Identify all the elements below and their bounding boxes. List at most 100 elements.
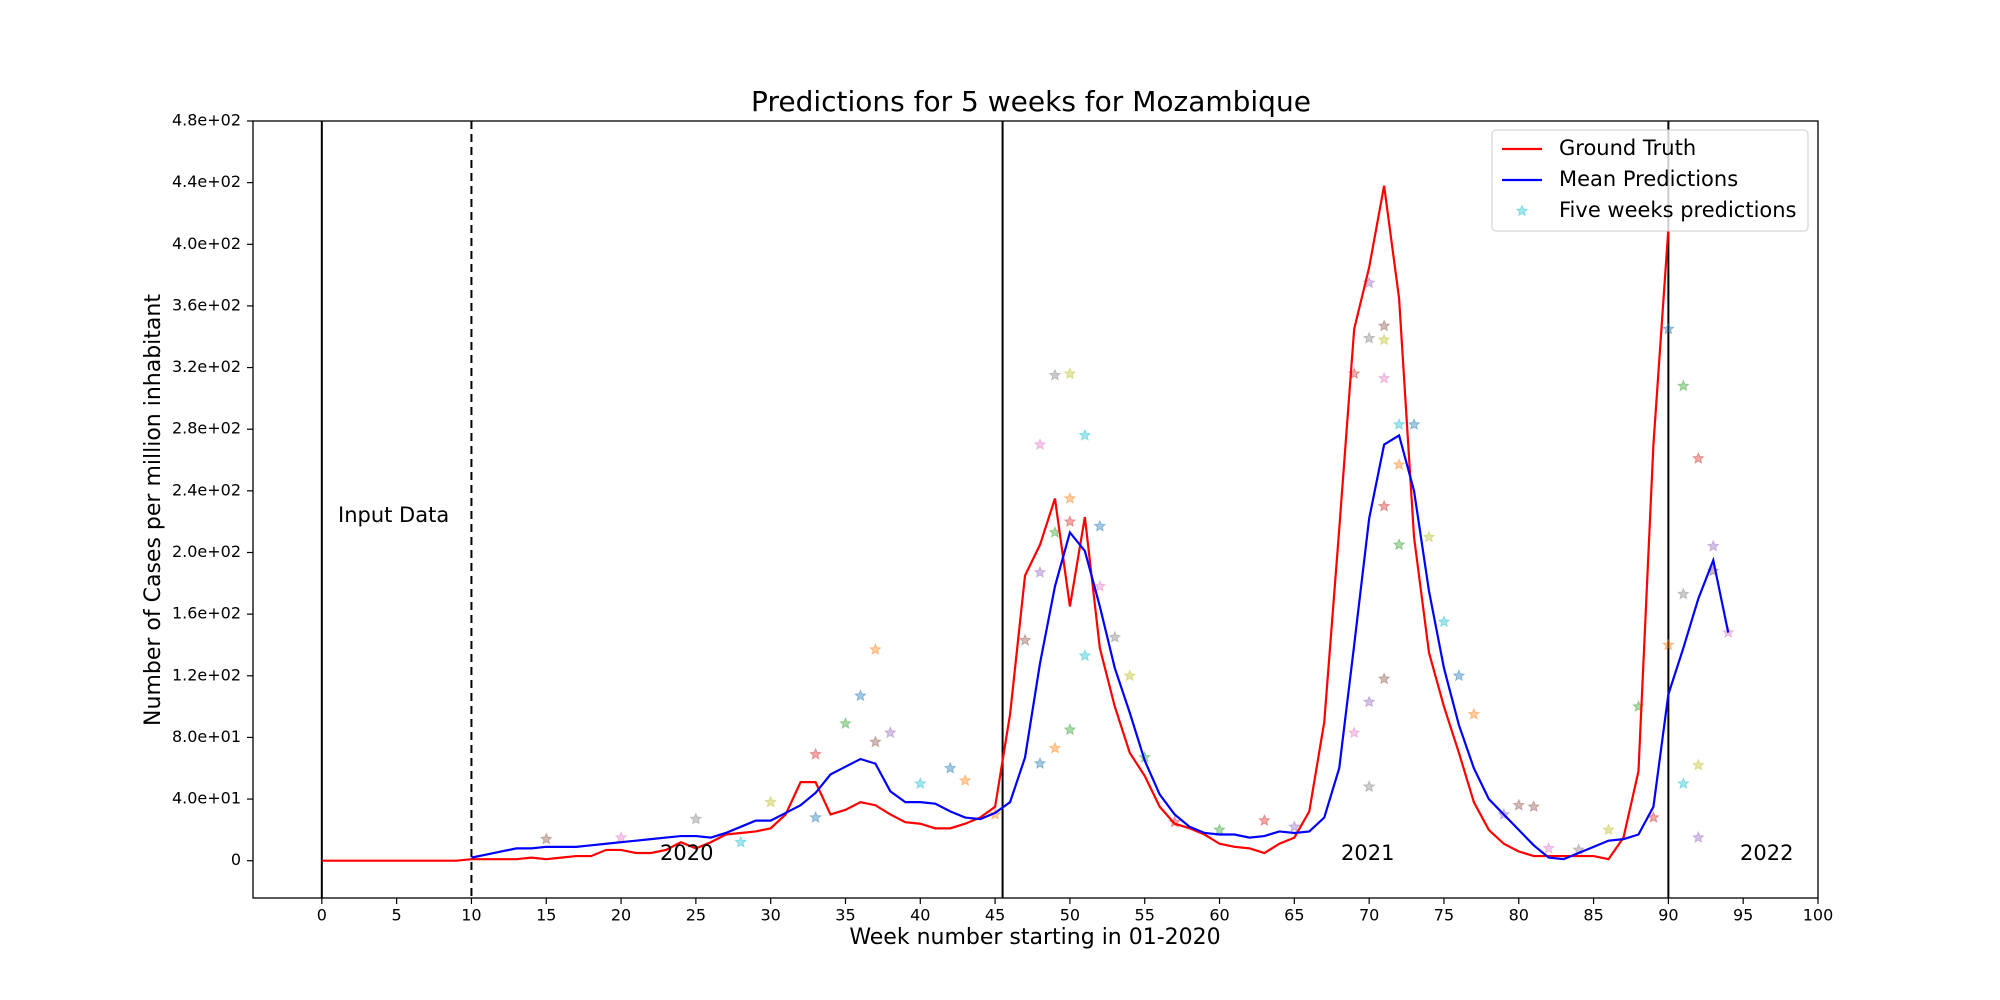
x-tick-label: 30	[760, 906, 780, 925]
legend-label: Five weeks predictions	[1559, 198, 1797, 222]
y-tick-label: 3.2e+02	[172, 357, 241, 376]
prediction-star	[1691, 758, 1705, 771]
plot-data	[320, 121, 1735, 898]
y-tick-label: 0	[231, 850, 241, 869]
prediction-star	[1078, 648, 1092, 662]
prediction-star	[913, 776, 927, 790]
prediction-star	[1078, 428, 1092, 441]
prediction-star	[1213, 823, 1227, 836]
plot-frame	[252, 120, 1819, 899]
chart-title: Predictions for 5 weeks for Mozambique	[751, 85, 1311, 118]
prediction-star	[1602, 823, 1616, 836]
prediction-star	[809, 747, 823, 760]
prediction-star	[734, 835, 748, 848]
x-tick-label: 15	[536, 906, 556, 925]
series-line	[321, 185, 1670, 862]
y-tick-label: 1.2e+02	[172, 665, 241, 684]
prediction-star	[1676, 379, 1690, 392]
prediction-star	[1377, 371, 1391, 384]
prediction-star	[1691, 830, 1705, 844]
x-tick-label: 80	[1509, 906, 1529, 925]
prediction-star	[1063, 366, 1077, 380]
prediction-star	[1542, 841, 1556, 854]
prediction-star	[1691, 451, 1705, 464]
prediction-star	[1048, 368, 1062, 381]
prediction-star	[1063, 491, 1077, 505]
x-tick-label: 65	[1284, 906, 1304, 925]
prediction-star	[614, 830, 628, 844]
y-tick-label: 2.8e+02	[172, 419, 241, 438]
x-tick-label: 75	[1434, 906, 1454, 925]
series-line	[471, 433, 1730, 861]
prediction-star	[1422, 530, 1436, 543]
legend-marker	[1515, 204, 1529, 217]
y-tick-label: 4.8e+02	[172, 111, 241, 130]
annotation: 2022	[1740, 841, 1793, 865]
y-tick-label: 4.0e+02	[172, 234, 241, 253]
prediction-star	[1377, 499, 1391, 512]
x-tick-label: 20	[611, 906, 631, 925]
x-tick-label: 100	[1803, 906, 1834, 925]
x-tick-label: 10	[461, 906, 481, 925]
y-axis-label: Number of Cases per million inhabitant	[141, 294, 166, 726]
prediction-star	[1377, 672, 1391, 685]
prediction-star	[1257, 813, 1271, 827]
prediction-star	[1437, 614, 1451, 628]
prediction-star	[1407, 417, 1421, 431]
y-tick-label: 8.0e+01	[172, 727, 241, 746]
x-tick-label: 35	[835, 906, 855, 925]
prediction-star	[1018, 633, 1032, 646]
prediction-star	[1063, 514, 1077, 528]
prediction-star	[1377, 319, 1391, 332]
annotation: 2020	[660, 841, 713, 865]
x-tick-label: 25	[686, 906, 706, 925]
prediction-star	[1048, 741, 1062, 754]
prediction-star	[1362, 779, 1376, 793]
prediction-star	[943, 761, 957, 774]
prediction-star	[1287, 819, 1301, 833]
y-tick-label: 3.6e+02	[172, 295, 241, 314]
x-tick-label: 95	[1733, 906, 1753, 925]
legend-label: Mean Predictions	[1559, 167, 1738, 191]
y-tick-label: 1.6e+02	[172, 604, 241, 623]
prediction-star	[1093, 579, 1107, 592]
prediction-star	[1676, 776, 1690, 790]
x-tick-label: 90	[1658, 906, 1678, 925]
annotation: Input Data	[338, 503, 449, 527]
y-tick-label: 4.0e+01	[172, 789, 241, 808]
x-tick-label: 45	[985, 906, 1005, 925]
prediction-star	[1063, 722, 1077, 736]
prediction-star	[539, 832, 553, 845]
prediction-star	[1033, 756, 1047, 770]
annotation: 2021	[1341, 841, 1394, 865]
prediction-star	[1467, 707, 1481, 720]
prediction-star	[1661, 322, 1675, 335]
x-tick-label: 0	[317, 906, 327, 925]
y-tick-label: 2.4e+02	[172, 480, 241, 499]
prediction-star	[1108, 630, 1122, 643]
x-tick-label: 55	[1135, 906, 1155, 925]
prediction-star	[1377, 332, 1391, 346]
prediction-star	[1362, 695, 1376, 708]
prediction-star	[839, 716, 852, 730]
prediction-star	[853, 688, 867, 702]
x-tick-label: 50	[1060, 906, 1080, 925]
prediction-star	[1661, 638, 1675, 651]
prediction-star	[1527, 799, 1541, 813]
prediction-star	[883, 725, 897, 739]
prediction-star	[1362, 331, 1376, 344]
prediction-star	[1347, 725, 1361, 739]
x-axis-label: Week number starting in 01-2020	[849, 925, 1220, 950]
prediction-star	[1392, 457, 1406, 471]
prediction-star	[1392, 537, 1406, 551]
prediction-star	[1123, 668, 1137, 682]
legend-label: Ground Truth	[1559, 136, 1696, 160]
x-tick-label: 70	[1359, 906, 1379, 925]
x-tick-label: 5	[392, 906, 402, 925]
prediction-star	[1706, 539, 1720, 552]
prediction-star	[689, 812, 703, 825]
x-tick-label: 60	[1209, 906, 1229, 925]
legend-box	[1491, 129, 1809, 232]
x-tick-label: 40	[910, 906, 930, 925]
